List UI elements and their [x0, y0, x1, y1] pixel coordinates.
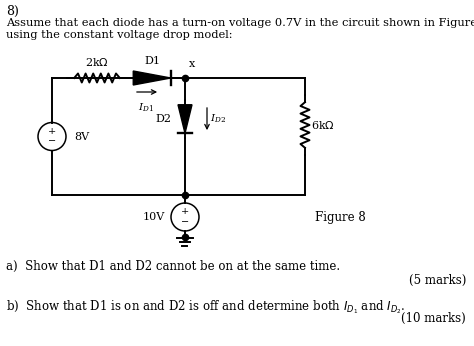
Text: −: − — [181, 218, 189, 227]
Text: D2: D2 — [155, 114, 171, 124]
Text: using the constant voltage drop model:: using the constant voltage drop model: — [6, 30, 233, 40]
Text: −: − — [48, 137, 56, 146]
Text: +: + — [181, 208, 189, 217]
Text: Figure 8: Figure 8 — [315, 211, 366, 224]
Text: 8): 8) — [6, 5, 19, 18]
Text: (10 marks): (10 marks) — [401, 312, 466, 325]
Text: (5 marks): (5 marks) — [409, 274, 466, 287]
Text: 6k$\Omega$: 6k$\Omega$ — [311, 119, 335, 131]
Text: b)  Show that D1 is on and D2 is off and determine both $I_{D_1}$ and $I_{D_2}$.: b) Show that D1 is on and D2 is off and … — [6, 298, 406, 316]
Text: 10V: 10V — [143, 212, 165, 222]
Text: 8V: 8V — [74, 131, 89, 142]
Polygon shape — [178, 105, 192, 133]
Text: $I_{D2}$: $I_{D2}$ — [210, 113, 226, 125]
Polygon shape — [133, 71, 171, 85]
Text: Assume that each diode has a turn-on voltage 0.7V in the circuit shown in Figure: Assume that each diode has a turn-on vol… — [6, 18, 474, 28]
Text: D1: D1 — [144, 56, 160, 66]
Text: $I_{D1}$: $I_{D1}$ — [138, 101, 154, 113]
Text: +: + — [48, 127, 56, 136]
Text: a)  Show that D1 and D2 cannot be on at the same time.: a) Show that D1 and D2 cannot be on at t… — [6, 260, 340, 273]
Text: 2k$\Omega$: 2k$\Omega$ — [85, 56, 109, 68]
Text: x: x — [189, 59, 195, 69]
